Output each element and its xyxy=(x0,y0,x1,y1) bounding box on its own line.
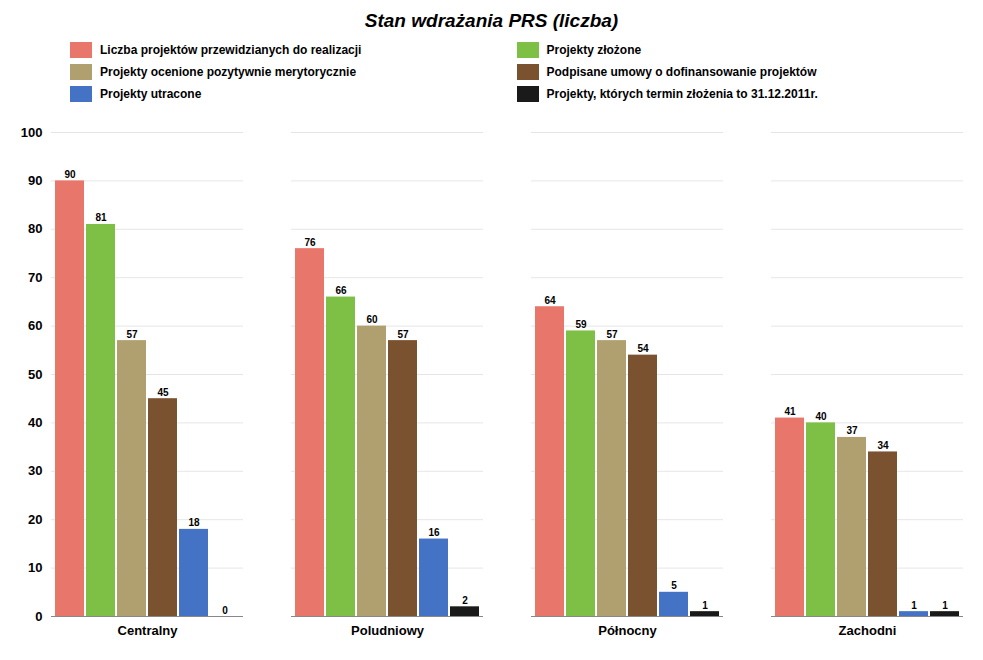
svg-text:40: 40 xyxy=(28,415,42,430)
svg-text:18: 18 xyxy=(188,517,200,528)
svg-text:20: 20 xyxy=(28,512,42,527)
svg-text:37: 37 xyxy=(846,425,858,436)
svg-text:57: 57 xyxy=(606,329,618,340)
svg-text:60: 60 xyxy=(28,318,42,333)
svg-text:59: 59 xyxy=(575,319,587,330)
svg-text:76: 76 xyxy=(304,237,316,248)
svg-text:41: 41 xyxy=(784,406,796,417)
svg-text:5: 5 xyxy=(671,580,677,591)
html-text:Projekty, których termin złoże: Projekty, których termin złożenia to 31.… xyxy=(546,87,818,101)
svg-text:10: 10 xyxy=(28,560,42,575)
svg-text:0: 0 xyxy=(35,609,42,624)
svg-text:81: 81 xyxy=(95,212,107,223)
svg-text:60: 60 xyxy=(366,314,378,325)
svg-text:Centralny: Centralny xyxy=(118,623,179,638)
html-text:Projekty utracone: Projekty utracone xyxy=(100,87,202,101)
svg-text:80: 80 xyxy=(28,221,42,236)
svg-text:34: 34 xyxy=(877,440,889,451)
svg-text:64: 64 xyxy=(544,295,556,306)
html-text:Stan wdrażania PRS (liczba): Stan wdrażania PRS (liczba) xyxy=(364,10,619,31)
svg-text:1: 1 xyxy=(942,600,948,611)
svg-text:1: 1 xyxy=(911,600,917,611)
svg-text:0: 0 xyxy=(222,605,228,616)
html-text:Liczba projektów przewidzianyc: Liczba projektów przewidzianych do reali… xyxy=(100,43,362,57)
svg-text:16: 16 xyxy=(428,527,440,538)
svg-text:40: 40 xyxy=(815,411,827,422)
svg-text:45: 45 xyxy=(157,387,169,398)
svg-text:66: 66 xyxy=(335,285,347,296)
svg-text:57: 57 xyxy=(397,329,409,340)
svg-text:90: 90 xyxy=(64,169,76,180)
svg-text:50: 50 xyxy=(28,367,42,382)
svg-text:2: 2 xyxy=(462,595,468,606)
html-text:Projekty ocenione pozytywnie m: Projekty ocenione pozytywnie merytoryczn… xyxy=(100,65,357,79)
svg-text:54: 54 xyxy=(637,343,649,354)
svg-text:Północny: Północny xyxy=(598,623,657,638)
svg-text:90: 90 xyxy=(28,173,42,188)
svg-text:1: 1 xyxy=(702,600,708,611)
svg-text:70: 70 xyxy=(28,270,42,285)
svg-text:Poludniowy: Poludniowy xyxy=(351,623,425,638)
svg-text:Zachodni: Zachodni xyxy=(839,623,897,638)
html-text:Projekty złożone: Projekty złożone xyxy=(546,43,642,57)
svg-text:57: 57 xyxy=(126,329,138,340)
html-text:Podpisane umowy o dofinansowan: Podpisane umowy o dofinansowanie projekt… xyxy=(546,65,817,79)
svg-text:30: 30 xyxy=(28,463,42,478)
svg-text:100: 100 xyxy=(21,125,43,140)
